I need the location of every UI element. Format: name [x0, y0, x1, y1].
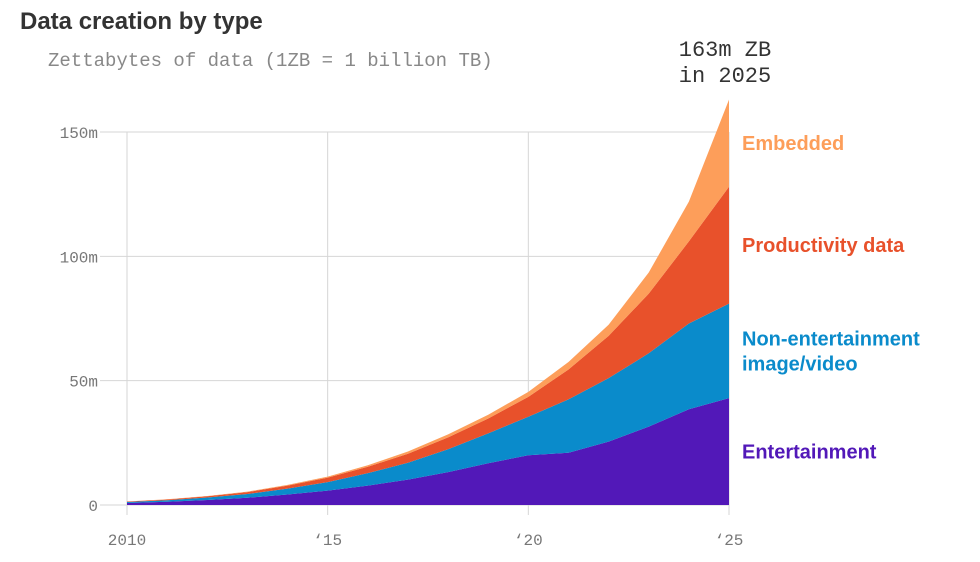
x-tick-label-0: 2010: [108, 532, 146, 550]
area-series-group: [127, 99, 729, 505]
series-label-0: Entertainment: [742, 442, 877, 464]
series-labels: Entertainment Non-entertainment image/vide…: [742, 133, 920, 463]
area-series-2: [127, 186, 729, 503]
y-tick-label-1: 50m: [69, 374, 98, 392]
area-series-1: [127, 303, 729, 504]
x-tick-label-1: ‘15: [313, 532, 342, 550]
x-axis-ticks: 2010 ‘15 ‘20 ‘25: [108, 532, 744, 550]
series-label-3-line-0: Embedded: [742, 133, 844, 155]
y-tick-label-3: 150m: [60, 125, 98, 143]
area-series-0: [127, 398, 729, 505]
y-axis-ticks: 0 50m 100m 150m: [60, 125, 98, 516]
chart-subtitle: Zettabytes of data (1ZB = 1 billion TB): [48, 50, 493, 72]
series-label-2: Productivity data: [742, 235, 905, 257]
y-tick-label-2: 100m: [60, 249, 98, 267]
series-label-3: Embedded: [742, 133, 844, 155]
x-tick-label-3: ‘25: [715, 532, 744, 550]
series-label-1-line-1: image/video: [742, 353, 858, 375]
series-label-2-line-0: Productivity data: [742, 235, 905, 257]
annotation-line-1: 163m ZB: [679, 38, 771, 63]
series-label-1: Non-entertainment image/video: [742, 328, 920, 375]
y-tick-label-0: 0: [88, 498, 98, 516]
x-tick-label-2: ‘20: [514, 532, 543, 550]
chart-title: Data creation by type: [20, 8, 263, 35]
series-label-0-line-0: Entertainment: [742, 442, 877, 464]
annotation-line-2: in 2025: [679, 64, 771, 89]
series-label-1-line-0: Non-entertainment: [742, 328, 920, 350]
